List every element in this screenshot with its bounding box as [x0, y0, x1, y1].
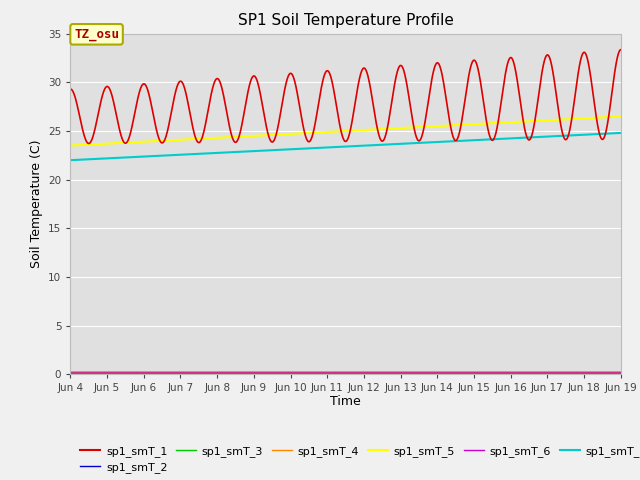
sp1_smT_2 [606, 370, 614, 375]
sp1_smT_7 [129, 154, 137, 160]
sp1_smT_6 [617, 370, 625, 376]
sp1_smT_4 [606, 369, 614, 375]
sp1_smT_1 [301, 133, 309, 139]
sp1_smT_4 [67, 369, 74, 375]
sp1_smT_3 [547, 370, 554, 376]
sp1_smT_4 [617, 369, 625, 375]
sp1_smT_1 [606, 103, 614, 109]
sp1_smT_2 [162, 370, 170, 375]
sp1_smT_1 [547, 59, 555, 65]
sp1_smT_1 [85, 141, 93, 146]
sp1_smT_3 [301, 370, 309, 376]
sp1_smT_6 [67, 370, 74, 376]
Text: TZ_osu: TZ_osu [74, 28, 119, 41]
sp1_smT_2 [301, 370, 309, 375]
sp1_smT_3 [278, 370, 285, 376]
Title: SP1 Soil Temperature Profile: SP1 Soil Temperature Profile [237, 13, 454, 28]
sp1_smT_2 [617, 370, 625, 375]
sp1_smT_7 [606, 131, 614, 136]
sp1_smT_5 [606, 114, 614, 120]
sp1_smT_5 [301, 130, 309, 136]
sp1_smT_7 [278, 147, 285, 153]
sp1_smT_5 [129, 139, 137, 145]
sp1_smT_6 [301, 370, 309, 376]
Line: sp1_smT_1: sp1_smT_1 [70, 49, 621, 144]
sp1_smT_2 [67, 370, 74, 375]
sp1_smT_2 [278, 370, 285, 375]
sp1_smT_3 [606, 370, 614, 376]
sp1_smT_7 [617, 130, 625, 136]
sp1_smT_4 [301, 369, 309, 375]
sp1_smT_7 [67, 157, 74, 163]
sp1_smT_6 [606, 370, 614, 376]
sp1_smT_7 [301, 145, 309, 151]
sp1_smT_1 [67, 86, 74, 92]
sp1_smT_1 [617, 47, 625, 52]
sp1_smT_3 [617, 370, 625, 376]
sp1_smT_4 [162, 369, 170, 375]
sp1_smT_1 [129, 117, 137, 123]
sp1_smT_5 [617, 113, 625, 119]
X-axis label: Time: Time [330, 395, 361, 408]
sp1_smT_5 [278, 132, 285, 137]
Line: sp1_smT_7: sp1_smT_7 [70, 133, 621, 160]
sp1_smT_1 [162, 133, 170, 139]
sp1_smT_6 [162, 370, 170, 376]
sp1_smT_3 [162, 370, 170, 376]
sp1_smT_6 [129, 370, 137, 376]
sp1_smT_3 [129, 370, 137, 376]
sp1_smT_1 [278, 104, 285, 109]
sp1_smT_6 [547, 370, 554, 376]
sp1_smT_6 [278, 370, 285, 376]
sp1_smT_4 [278, 369, 285, 375]
sp1_smT_5 [162, 138, 170, 144]
Line: sp1_smT_5: sp1_smT_5 [70, 116, 621, 145]
sp1_smT_7 [547, 133, 554, 139]
sp1_smT_7 [162, 153, 170, 158]
sp1_smT_4 [129, 369, 137, 375]
Y-axis label: Soil Temperature (C): Soil Temperature (C) [29, 140, 43, 268]
sp1_smT_2 [547, 370, 554, 375]
Legend: sp1_smT_1, sp1_smT_2, sp1_smT_3, sp1_smT_4, sp1_smT_5, sp1_smT_6, sp1_smT_7: sp1_smT_1, sp1_smT_2, sp1_smT_3, sp1_smT… [76, 441, 640, 478]
sp1_smT_5 [67, 143, 74, 148]
sp1_smT_2 [129, 370, 137, 375]
sp1_smT_5 [547, 117, 554, 123]
sp1_smT_3 [67, 370, 74, 376]
sp1_smT_4 [547, 369, 554, 375]
